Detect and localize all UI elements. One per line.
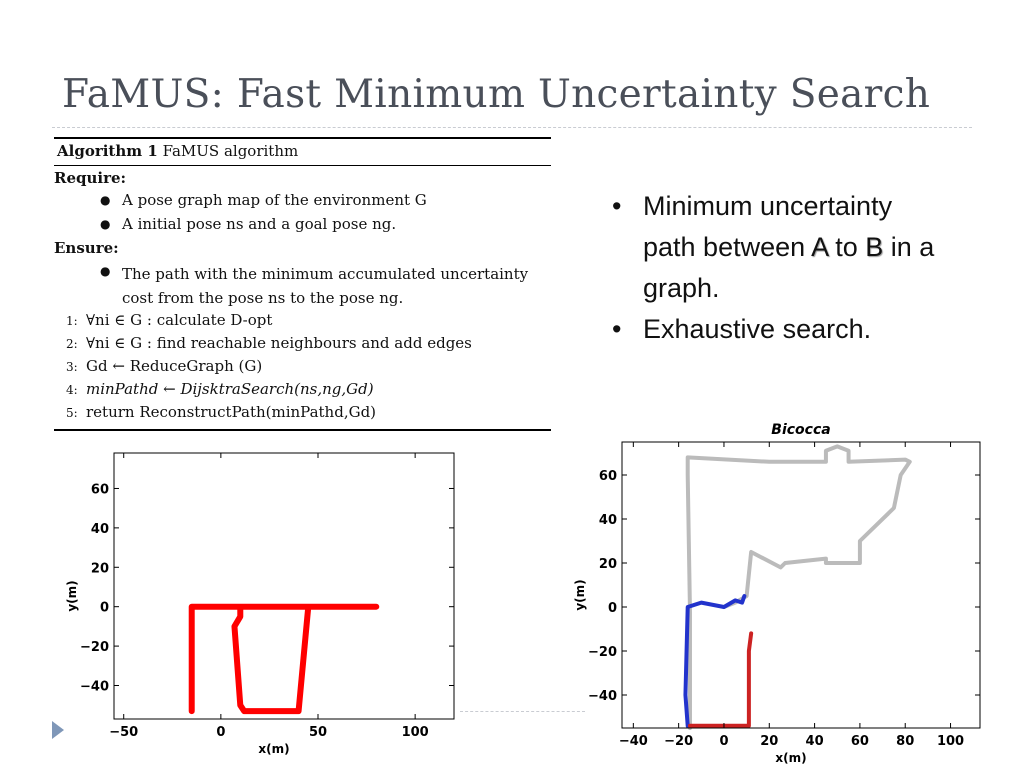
trajectory-series-1	[188, 603, 380, 715]
slide-marker-triangle-icon	[52, 721, 64, 739]
step-text-2: ∀ni ∈ G : find reachable neighbours and …	[86, 334, 472, 352]
bullet-dot-icon: •	[612, 314, 622, 344]
x-tick-label: 40	[806, 734, 824, 749]
trajectory-series-2	[683, 594, 747, 728]
plot-right-series	[683, 444, 912, 730]
plot-frame	[113, 452, 455, 720]
require-item-1: A pose graph map of the environment G	[122, 191, 427, 209]
x-tick-label: 60	[851, 734, 869, 749]
algorithm-box: Algorithm 1 FaMUS algorithm Require: ● A…	[54, 137, 551, 431]
y-tick-label: 0	[100, 601, 109, 616]
y-axis-label: y(m)	[65, 580, 79, 611]
slide-title: FaMUS: Fast Minimum Uncertainty Search	[62, 72, 931, 117]
x-tick-label: 100	[937, 734, 964, 749]
y-tick-label: 40	[91, 522, 109, 537]
y-tick-label: 20	[91, 561, 109, 576]
step-text-1: ∀ni ∈ G : calculate D-opt	[86, 311, 273, 329]
bullet-item-1: • Minimum uncertainty path between A to …	[612, 186, 952, 309]
step-num-4: 4:	[66, 383, 78, 397]
bullet-1-text-start: Minimum uncertainty path between	[643, 191, 893, 262]
y-tick-label: −20	[80, 640, 109, 655]
x-tick-label: 80	[896, 734, 914, 749]
x-tick-label: −40	[619, 734, 648, 749]
y-tick-label: 40	[599, 513, 617, 528]
ensure-bullet-1: ●	[100, 264, 111, 278]
title-divider	[52, 127, 972, 128]
y-tick-label: −40	[80, 680, 109, 695]
x-axis-label: x(m)	[775, 751, 806, 764]
y-tick-label: 60	[599, 469, 617, 484]
x-tick-label: 20	[760, 734, 778, 749]
trajectory-plot-right: −40 −20 0 20 40 60 80 100 −40 −20 0 20 40 60 x(m) y(m) B…	[573, 422, 981, 764]
x-tick-label: −20	[664, 734, 693, 749]
step-num-2: 2:	[66, 337, 78, 351]
x-tick-label: 100	[402, 725, 429, 740]
step-num-1: 1:	[66, 314, 78, 328]
plot-right-axes: −40 −20 0 20 40 60 80 100 −40 −20 0 20 40 60 x(m) y(m) B…	[573, 422, 981, 764]
bullet-item-2: • Exhaustive search.	[612, 309, 952, 350]
ensure-item-1: The path with the minimum accumulated un…	[122, 265, 529, 307]
step-text-3: Gd ← ReduceGraph (G)	[86, 357, 263, 375]
y-tick-label: −40	[588, 689, 617, 704]
y-tick-label: −20	[588, 645, 617, 660]
x-axis-label: x(m)	[258, 742, 289, 756]
x-tick-label: 0	[216, 725, 225, 740]
step-text-5: return ReconstructPath(minPathd,Gd)	[86, 403, 377, 421]
y-tick-label: 20	[599, 557, 617, 572]
step-text-4: minPathd ← DijsktraSearch(ns,ng,Gd)	[86, 380, 374, 398]
bullet-1-node-a: A	[811, 232, 828, 262]
algorithm-bottom-rule	[54, 429, 551, 431]
step-num-5: 5:	[66, 406, 78, 420]
bullet-2-text: Exhaustive search.	[643, 314, 872, 344]
bullet-1-text-end: in a graph.	[643, 232, 935, 303]
step-num-3: 3:	[66, 360, 78, 374]
trajectory-series-3	[687, 631, 754, 728]
ensure-label: Ensure:	[54, 239, 119, 257]
algorithm-label-bold: Algorithm 1	[57, 142, 158, 160]
bullet-1-node-b: B	[865, 232, 884, 262]
bullet-dot-icon: •	[612, 191, 622, 221]
y-axis-label: y(m)	[573, 579, 587, 610]
algorithm-mid-rule	[54, 165, 551, 166]
plot-frame	[621, 441, 981, 729]
trajectory-plot-left: −50 0 50 100 −40 −20 0 20 40 60 x(m) y(m)	[65, 452, 455, 756]
plot-left-series	[188, 603, 380, 715]
require-label: Require:	[54, 169, 127, 187]
y-tick-label: 60	[91, 482, 109, 497]
plot-left-axes: −50 0 50 100 −40 −20 0 20 40 60 x(m) y(m)	[65, 452, 455, 756]
x-tick-label: 50	[309, 725, 327, 740]
require-bullet-1: ●	[100, 193, 111, 207]
require-bullet-2: ●	[100, 217, 111, 231]
bullet-1-text-to: to	[827, 232, 866, 262]
x-tick-label: −50	[109, 725, 138, 740]
footer-divider	[460, 711, 585, 712]
algorithm-label: FaMUS algorithm	[162, 142, 299, 160]
bullet-list: • Minimum uncertainty path between A to …	[612, 186, 952, 350]
algorithm-top-rule	[54, 137, 551, 139]
require-item-2: A initial pose ns and a goal pose ng.	[122, 215, 397, 233]
chart-title: Bicocca	[771, 422, 830, 438]
x-tick-label: 0	[719, 734, 728, 749]
algorithm-caption: Algorithm 1 FaMUS algorithm	[57, 142, 298, 160]
trajectory-series-1	[685, 444, 912, 730]
y-tick-label: 0	[608, 601, 617, 616]
